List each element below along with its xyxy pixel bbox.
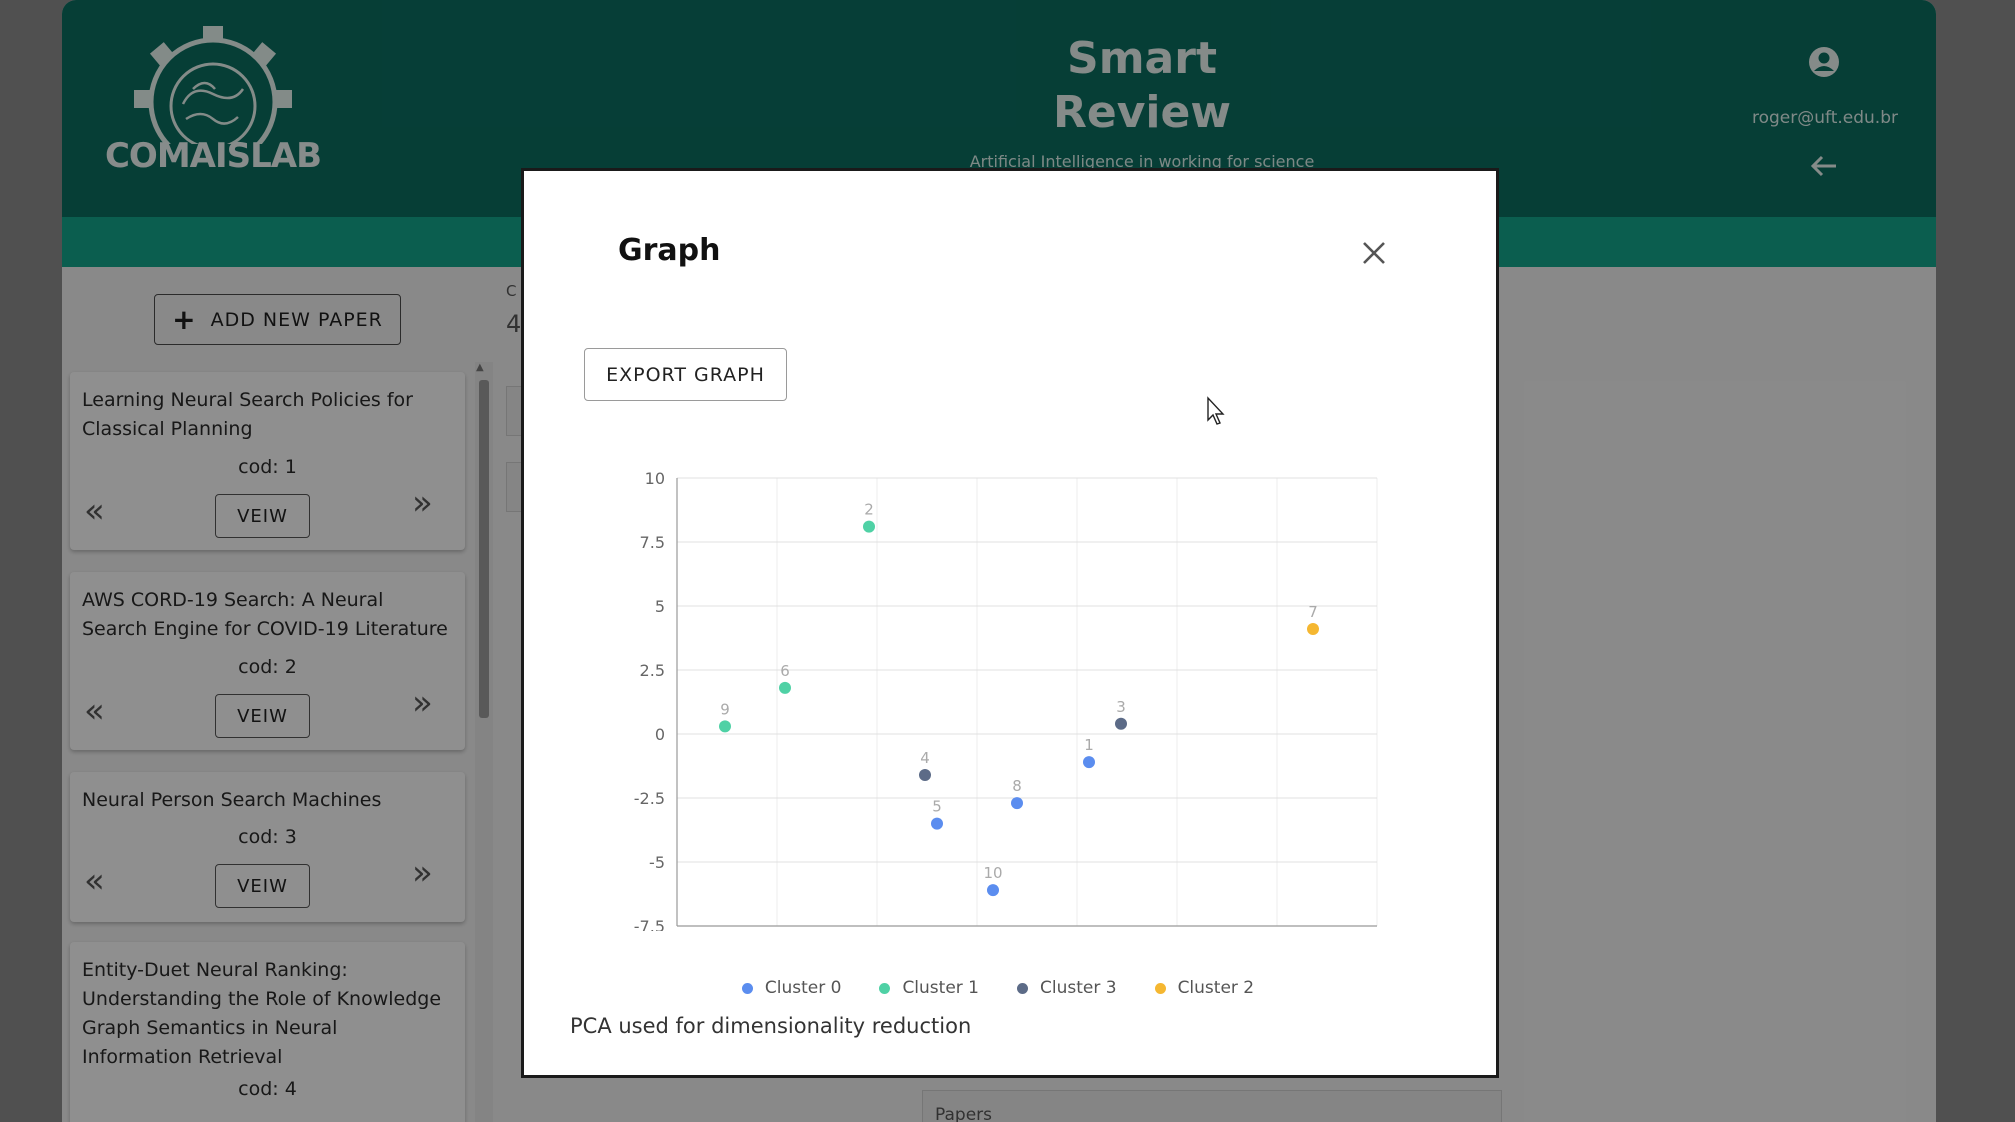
- data-point: [719, 720, 731, 733]
- paper-card: AWS CORD-19 Search: A Neural Search Engi…: [70, 572, 465, 750]
- data-point: [1307, 623, 1319, 636]
- data-point: [919, 768, 931, 781]
- paper-cod: cod: 2: [238, 656, 297, 678]
- view-paper-button[interactable]: VEIW: [215, 864, 310, 908]
- data-point-label: 5: [932, 798, 942, 816]
- legend-label: Cluster 2: [1177, 978, 1255, 998]
- data-point: [779, 681, 791, 694]
- add-new-paper-label: ADD NEW PAPER: [210, 308, 383, 331]
- chevron-double-left-icon[interactable]: «: [84, 861, 105, 901]
- y-tick-label: 0: [655, 725, 665, 744]
- view-paper-button[interactable]: VEIW: [215, 494, 310, 538]
- data-point-label: 2: [864, 501, 874, 519]
- arrow-back-icon[interactable]: [1808, 152, 1840, 180]
- chevron-double-right-icon[interactable]: »: [412, 683, 433, 723]
- user-email: roger@uft.edu.br: [1752, 108, 1898, 128]
- data-point: [931, 817, 943, 830]
- data-point-label: 8: [1012, 777, 1022, 795]
- data-point-label: 3: [1116, 698, 1126, 716]
- legend-label: Cluster 3: [1040, 978, 1117, 998]
- data-point: [1083, 756, 1095, 769]
- data-point: [1115, 717, 1127, 730]
- y-tick-label: 10: [645, 469, 665, 488]
- legend-item[interactable]: Cluster 0: [741, 978, 842, 998]
- data-point: [863, 520, 875, 533]
- chart-legend: Cluster 0 Cluster 1 Cluster 3 Cluster 2: [524, 978, 1502, 998]
- legend-item[interactable]: Cluster 3: [1017, 978, 1117, 998]
- scroll-up-arrow-icon[interactable]: ▲: [476, 362, 484, 373]
- chevron-double-right-icon[interactable]: »: [412, 853, 433, 893]
- legend-dot: [741, 982, 753, 994]
- paper-list: Learning Neural Search Policies for Clas…: [70, 362, 470, 1122]
- paper-cod: cod: 3: [238, 826, 297, 848]
- paper-cod: cod: 4: [238, 1078, 297, 1100]
- background-value-fragment: 4: [506, 310, 522, 338]
- y-tick-label: 5: [655, 597, 665, 616]
- y-tick-label: 7.5: [640, 533, 665, 552]
- view-paper-button[interactable]: VEIW: [215, 694, 310, 738]
- logo-text: COMAISLAB: [104, 136, 322, 176]
- app-title-line1: Smart: [1067, 33, 1217, 84]
- paper-title: Learning Neural Search Policies for Clas…: [82, 389, 413, 440]
- data-point: [1011, 797, 1023, 810]
- data-point-label: 4: [920, 749, 930, 767]
- paper-card: Learning Neural Search Policies for Clas…: [70, 372, 465, 550]
- modal-title: Graph: [618, 233, 721, 268]
- close-button[interactable]: [1354, 233, 1394, 273]
- scrollbar-thumb[interactable]: [479, 380, 489, 718]
- account-circle-icon[interactable]: [1808, 46, 1840, 78]
- legend-label: Cluster 0: [764, 978, 842, 998]
- scatter-chart: -7.5-5-2.502.557.510107.552.50-2.5-5-7.5…: [634, 469, 1378, 931]
- chevron-double-left-icon[interactable]: «: [84, 691, 105, 731]
- plus-icon: +: [172, 302, 197, 336]
- legend-dot: [1154, 982, 1166, 994]
- legend-dot: [1017, 982, 1028, 994]
- app-header: COMAISLAB Smart Review Artificial Intell…: [62, 0, 1936, 217]
- data-point-label: 9: [720, 700, 730, 718]
- y-tick-label: -7.5: [634, 917, 665, 931]
- legend-label: Cluster 1: [902, 978, 979, 998]
- data-point-label: 1: [1084, 736, 1094, 754]
- chevron-double-left-icon[interactable]: «: [84, 491, 105, 531]
- comaislab-logo: COMAISLAB: [98, 24, 328, 189]
- chevron-double-right-icon[interactable]: »: [412, 483, 433, 523]
- papers-accordion[interactable]: Papers: [922, 1090, 1502, 1122]
- app-title: Smart Review: [942, 32, 1342, 140]
- mouse-cursor-icon: [1206, 396, 1226, 426]
- add-new-paper-button[interactable]: + ADD NEW PAPER: [154, 294, 401, 345]
- app-title-line2: Review: [1053, 87, 1231, 138]
- paper-card: Neural Person Search Machines cod: 3 « V…: [70, 772, 465, 922]
- paper-title: AWS CORD-19 Search: A Neural Search Engi…: [82, 589, 448, 640]
- y-tick-label: 2.5: [640, 661, 665, 680]
- background-label-fragment: C: [506, 282, 517, 300]
- export-graph-button[interactable]: EXPORT GRAPH: [584, 348, 787, 401]
- paper-card: Entity-Duet Neural Ranking: Understandin…: [70, 942, 465, 1122]
- close-icon: [1363, 242, 1385, 264]
- y-tick-label: -2.5: [634, 789, 665, 808]
- legend-dot: [879, 982, 891, 994]
- paper-title: Neural Person Search Machines: [82, 789, 382, 811]
- graph-modal: Graph EXPORT GRAPH -7.5 -5 -2.5 0 2.5 5 7.5 10 1…: [521, 168, 1499, 1078]
- y-tick-label: -5: [649, 853, 665, 872]
- paper-cod: cod: 1: [238, 456, 297, 478]
- legend-item[interactable]: Cluster 2: [1154, 978, 1255, 998]
- data-point: [987, 884, 999, 897]
- app-tagline: Artificial Intelligence in working for s…: [969, 152, 1315, 171]
- paper-title: Entity-Duet Neural Ranking: Understandin…: [82, 959, 442, 1068]
- data-point-label: 10: [983, 864, 1002, 882]
- legend-item[interactable]: Cluster 1: [879, 978, 979, 998]
- data-point-label: 6: [780, 662, 790, 680]
- chart-caption: PCA used for dimensionality reduction: [570, 1014, 972, 1038]
- data-point-label: 7: [1308, 603, 1318, 621]
- papers-accordion-label: Papers: [935, 1105, 993, 1122]
